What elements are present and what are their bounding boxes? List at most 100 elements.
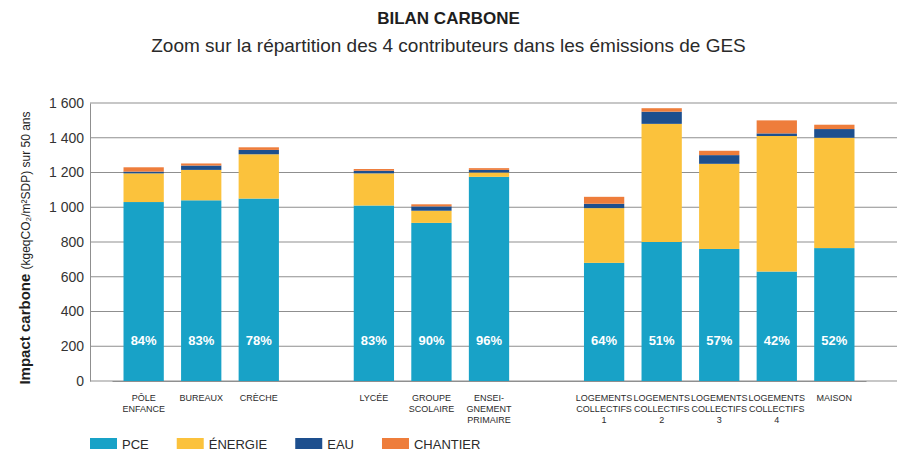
x-tick: MAISON [817, 393, 853, 403]
bar-segment [124, 167, 164, 171]
y-tick: 1 200 [49, 164, 90, 180]
bar-segment [181, 166, 221, 170]
x-tick-label-line: 4 [774, 415, 779, 425]
data-label: 57% [706, 333, 732, 348]
legend-swatch [382, 438, 409, 449]
x-tick-label: MAISON [817, 393, 853, 403]
legend-swatch [177, 438, 204, 449]
bar-segment [814, 129, 854, 138]
legend-label: ÉNERGIE [209, 437, 268, 452]
x-tick-label-line: SCOLAIRE [409, 404, 455, 414]
bar-segment [814, 248, 854, 381]
x-tick-label-line: COLLECTIFS [634, 404, 690, 414]
bar-segment [469, 168, 509, 170]
bar-segment [584, 263, 624, 381]
bar-segment [699, 249, 739, 381]
y-tick: 600 [61, 269, 90, 285]
bar-segment [757, 272, 797, 381]
bar-segment [584, 208, 624, 263]
x-tick-label-line: COLLECTIFS [691, 404, 747, 414]
x-tick-label-line: ENSEI- [474, 393, 504, 403]
bars [124, 108, 855, 381]
data-label: 90% [418, 333, 444, 348]
bar-segment [699, 164, 739, 249]
x-tick-label: PÔLEENFANCE [122, 393, 165, 414]
y-axis-line [90, 104, 91, 382]
bar-segment [757, 133, 797, 136]
x-tick: LYCÉE [359, 393, 388, 403]
x-axis-line [113, 381, 867, 382]
data-label: 96% [476, 333, 502, 348]
x-tick-label-line: GNEMENT [467, 404, 513, 414]
x-tick-label: ENSEI-GNEMENTPRIMAIRE [467, 393, 513, 425]
bar-segment [124, 172, 164, 174]
bar-segment [239, 147, 279, 150]
y-tick: 200 [61, 338, 90, 354]
bar-segment [239, 154, 279, 198]
legend-swatch [295, 438, 322, 449]
x-tick-label: LYCÉE [359, 393, 388, 403]
series [124, 112, 855, 211]
x-tick-label-line: LOGEMENTS [691, 393, 748, 403]
bar-segment [642, 112, 682, 124]
bar-segment [469, 173, 509, 177]
x-tick: PÔLEENFANCE [122, 393, 165, 414]
x-tick-label-line: ENFANCE [122, 404, 165, 414]
x-tick: LOGEMENTSCOLLECTIFS4 [749, 393, 806, 425]
bar-segment [411, 211, 451, 223]
y-axis-title: Impact carbone (kgeqCO₂/m²SDP) sur 50 an… [16, 111, 33, 384]
legend-label: EAU [327, 437, 354, 452]
x-tick-label-line: COLLECTIFS [749, 404, 805, 414]
x-tick: ENSEI-GNEMENTPRIMAIRE [467, 393, 513, 425]
legend-label: PCE [122, 437, 149, 452]
bar-segment [642, 108, 682, 111]
x-tick-label-line: LOGEMENTS [633, 393, 690, 403]
legend-label: CHANTIER [414, 437, 480, 452]
title: BILAN CARBONE [377, 9, 520, 28]
bar-segment [181, 200, 221, 381]
x-tick-label: LOGEMENTSCOLLECTIFS3 [691, 393, 748, 425]
bar-segment [411, 206, 451, 210]
y-tick: 0 [76, 373, 90, 389]
bar-segment [757, 120, 797, 133]
bar-segment [814, 138, 854, 248]
bar-segment [814, 125, 854, 129]
y-tick-label: 200 [61, 338, 85, 354]
x-tick-label-line: CRÈCHE [240, 393, 278, 403]
bar-segment [124, 202, 164, 381]
y-tick: 1 400 [49, 130, 90, 146]
x-tick-label-line: BUREAUX [179, 393, 223, 403]
bar-segment [699, 151, 739, 155]
bar-segment [239, 150, 279, 154]
data-label: 51% [649, 333, 675, 348]
y-tick-label: 600 [61, 269, 85, 285]
y-tick-label: 400 [61, 303, 85, 319]
bar-segment [411, 223, 451, 381]
bar-segment [469, 177, 509, 381]
x-tick-label-line: LYCÉE [359, 393, 388, 403]
subtitle: Zoom sur la répartition des 4 contribute… [151, 35, 746, 56]
data-label: 64% [591, 333, 617, 348]
x-tick-label-line: MAISON [817, 393, 853, 403]
bar-segment [757, 136, 797, 272]
x-tick: LOGEMENTSCOLLECTIFS1 [576, 393, 633, 425]
bar-segment [124, 173, 164, 202]
data-label: 52% [821, 333, 847, 348]
data-label: 42% [764, 333, 790, 348]
bar-segment [354, 173, 394, 205]
bar-segment [181, 170, 221, 200]
chart-container: BILAN CARBONE Zoom sur la répartition des… [0, 0, 897, 462]
data-label: 78% [246, 333, 272, 348]
y-tick: 400 [61, 303, 90, 319]
bar-segment [584, 197, 624, 204]
x-tick: LOGEMENTSCOLLECTIFS3 [691, 393, 748, 425]
bar-segment [584, 204, 624, 208]
y-axis-title-part: Impact carbone [16, 270, 33, 385]
y-tick-label: 1 400 [49, 130, 84, 146]
x-tick: BUREAUX [179, 393, 223, 403]
legend: PCE ÉNERGIE EAU CHANTIER [90, 437, 480, 452]
x-tick-label-line: PÔLE [132, 393, 156, 403]
x-tick-label-line: 2 [659, 415, 664, 425]
x-tick-label-line: COLLECTIFS [576, 404, 632, 414]
x-tick-label: LOGEMENTSCOLLECTIFS4 [749, 393, 806, 425]
